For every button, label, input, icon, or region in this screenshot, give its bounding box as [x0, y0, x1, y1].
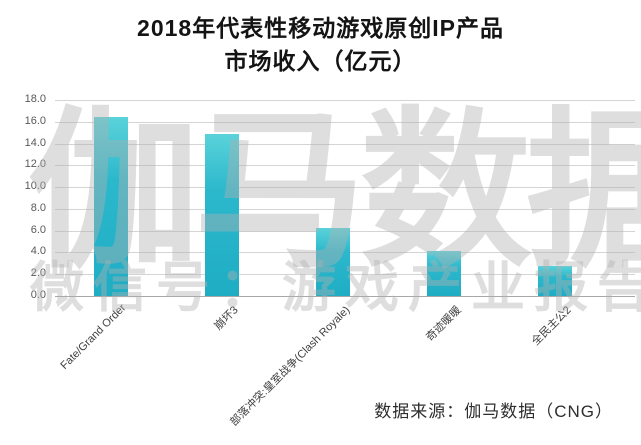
chart-title-line2: 市场收入（亿元） — [224, 48, 417, 74]
x-axis-category-label: Fate/Grand Order — [58, 302, 128, 372]
x-axis-category-label: 崩坏3 — [212, 304, 242, 333]
y-axis-tick-label: 14.0 — [24, 136, 46, 149]
y-axis-tick-label: 0.0 — [30, 289, 46, 301]
y-gridline — [55, 208, 635, 210]
x-axis-category-label: 全民主公2 — [530, 304, 575, 349]
y-gridline — [55, 121, 635, 123]
y-axis-tick-label: 8.0 — [30, 201, 46, 214]
y-axis-tick-label: 2.0 — [30, 267, 46, 280]
y-gridline — [55, 187, 635, 189]
bar-3 — [315, 228, 350, 296]
y-gridline — [55, 100, 635, 101]
y-axis-tick-label: 18.0 — [24, 93, 46, 105]
chart-title: 2018年代表性移动游戏原创IP产品 市场收入（亿元） — [0, 12, 641, 78]
bar-1 — [93, 117, 128, 296]
y-gridline — [55, 165, 635, 167]
bar-5 — [537, 265, 572, 296]
x-axis-line — [55, 296, 635, 297]
y-axis-tick-label: 12.0 — [24, 158, 46, 171]
bar-2 — [204, 133, 239, 296]
x-axis-category-label: 奇迹暖暖 — [423, 304, 464, 344]
data-source-note: 数据来源：伽马数据（CNG） — [374, 402, 613, 421]
y-axis-tick-label: 6.0 — [30, 223, 46, 236]
x-axis-category-label: 部落冲突:皇室战争(Clash Royale) — [227, 304, 353, 429]
y-axis-tick-label: 4.0 — [30, 245, 46, 258]
bar-4 — [426, 251, 461, 296]
chart-title-line1: 2018年代表性移动游戏原创IP产品 — [137, 15, 504, 41]
y-axis-tick-label: 10.0 — [24, 180, 46, 193]
y-axis-tick-label: 16.0 — [24, 114, 46, 127]
y-gridline — [55, 143, 635, 145]
